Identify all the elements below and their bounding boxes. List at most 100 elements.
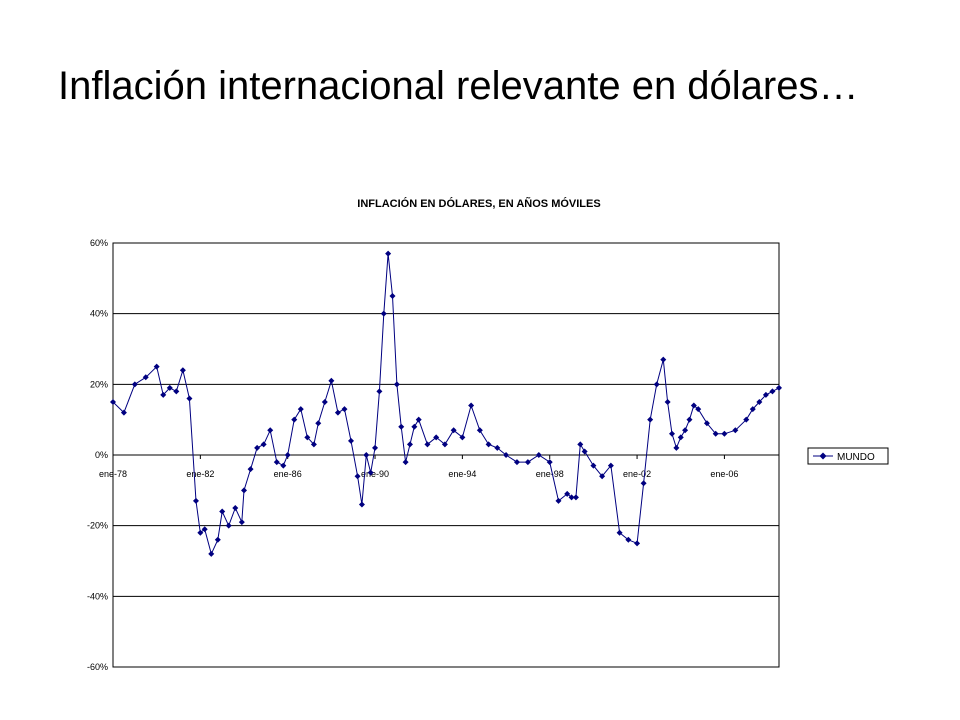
data-point [607,462,614,469]
data-point [415,416,422,423]
data-point [743,416,750,423]
data-point [441,441,448,448]
data-point [310,441,317,448]
y-tick-label: 20% [90,379,108,389]
x-tick-label: ene-06 [710,469,738,479]
data-point [625,536,632,543]
data-point [260,441,267,448]
data-point [669,430,676,437]
data-point [280,462,287,469]
x-tick-label: ene-98 [536,469,564,479]
series-markers-mundo [110,250,782,557]
data-point [406,441,413,448]
data-point [398,423,405,430]
data-point [254,444,261,451]
chart-title: INFLACIÓN EN DÓLARES, EN AÑOS MÓVILES [357,197,600,210]
data-point [749,406,756,413]
y-tick-label: -60% [87,662,108,672]
data-point [291,416,298,423]
data-point [232,505,239,511]
data-point [433,434,440,441]
data-point [411,423,418,430]
data-point [267,427,274,434]
data-point [503,452,510,458]
data-point [690,402,697,409]
data-point [703,420,710,427]
data-point [247,466,254,473]
data-point [238,519,245,526]
data-point [372,444,379,451]
data-point [208,550,215,557]
data-point [756,399,763,405]
data-point [393,381,400,388]
data-point [640,480,647,487]
data-point [568,494,575,501]
data-point [712,430,719,437]
x-tick-label: ene-82 [186,469,214,479]
y-tick-label: 0% [95,450,108,460]
data-point [142,374,149,381]
data-point [616,529,623,536]
legend-box [807,447,889,465]
data-point [110,399,116,405]
data-point [673,444,680,451]
y-tick-label: 40% [90,309,108,319]
data-point [476,427,483,434]
data-point [367,469,374,476]
data-point [348,437,355,444]
data-point [197,529,204,536]
data-point [334,409,341,416]
x-tick-labels: ene-78 ene-82 ene-86 ene-90 ene-94 ene-98 ene-… [99,469,738,479]
data-point [166,384,173,391]
data-point [695,406,702,413]
data-point [402,459,409,466]
data-point [173,388,180,395]
data-point [192,497,199,504]
data-point [315,420,322,427]
data-point [131,381,138,388]
data-point [341,406,348,413]
data-point [214,536,221,543]
data-point [321,399,328,405]
data-point [634,540,641,547]
data-point [577,441,584,448]
data-point [459,434,466,441]
data-point [494,444,501,451]
data-point [241,487,248,494]
y-tick-label: -20% [87,521,108,531]
legend: MUNDO [807,447,889,465]
data-point [201,526,208,533]
data-point [564,490,571,497]
data-point [524,459,531,466]
data-point [468,402,475,409]
data-point [273,459,280,466]
x-tick-label: ene-86 [274,469,302,479]
data-point [653,381,660,388]
data-point [647,416,654,423]
data-point [660,356,667,363]
data-point [762,391,769,398]
data-point [732,427,739,434]
x-tick-label: ene-02 [623,469,651,479]
legend-marker [819,452,827,460]
series-line-mundo [112,253,780,556]
y-tick-label: 60% [90,238,108,248]
data-point [424,441,431,448]
data-point [358,501,365,508]
data-point [599,473,606,480]
data-point [389,293,396,299]
data-point [485,441,492,448]
data-point [686,416,693,423]
y-tick-label: -40% [87,591,108,601]
data-point [721,430,728,437]
grid-lines [112,313,779,597]
data-point [555,497,562,504]
data-point [297,406,304,413]
data-point [385,250,392,257]
slide-title: Inflación internacional relevante en dól… [58,64,859,108]
data-point [682,427,689,434]
data-point [153,363,160,370]
data-point [179,367,186,374]
data-point [363,452,370,458]
